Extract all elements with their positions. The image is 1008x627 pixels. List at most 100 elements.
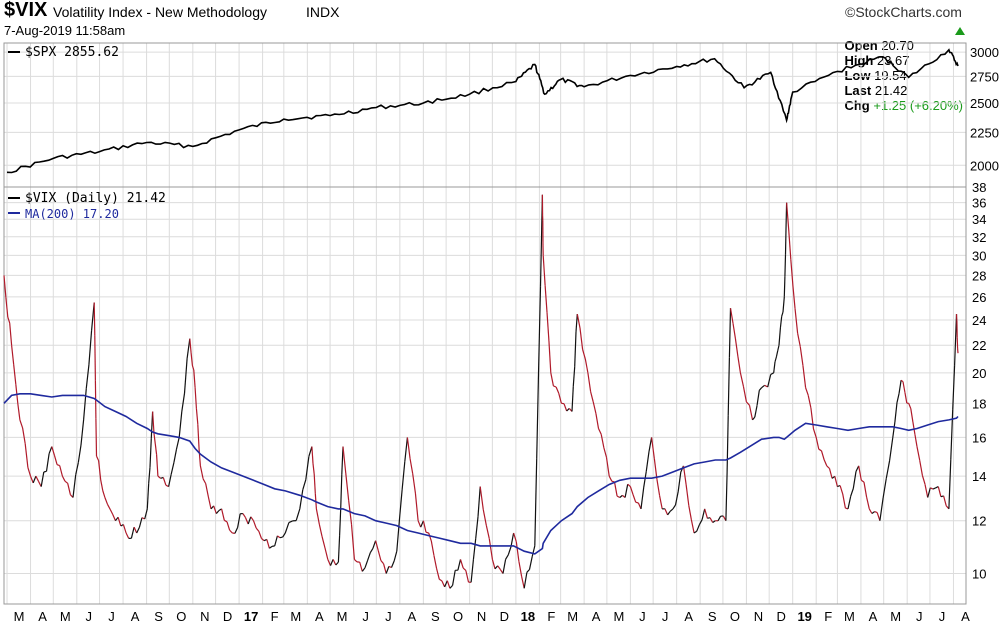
vix-segment bbox=[156, 454, 159, 477]
vix-segment bbox=[288, 520, 293, 524]
vix-segment bbox=[866, 496, 870, 510]
vix-segment bbox=[420, 520, 424, 528]
vix-segment bbox=[465, 570, 470, 583]
vix-segment bbox=[449, 584, 454, 589]
vix-segment bbox=[75, 462, 79, 475]
vix-segment bbox=[669, 508, 674, 512]
vix-segment bbox=[605, 457, 610, 477]
ma-legend: MA(200) 17.20 bbox=[25, 207, 119, 221]
vix-segment bbox=[548, 340, 552, 373]
vix-segment bbox=[53, 455, 58, 465]
vix-segment bbox=[728, 308, 732, 358]
vix-segment bbox=[377, 550, 382, 561]
vix-segment bbox=[375, 540, 379, 551]
vix-segment bbox=[571, 386, 574, 412]
vix-segment bbox=[860, 479, 865, 483]
vix-segment bbox=[574, 331, 577, 367]
vix-segment bbox=[497, 565, 501, 570]
vix-segment bbox=[640, 487, 645, 509]
bottom-y-tick-label: 12 bbox=[972, 514, 986, 529]
x-tick-label: S bbox=[154, 609, 163, 624]
vix-segment bbox=[250, 516, 254, 522]
vix-segment bbox=[794, 308, 799, 334]
vix-segment bbox=[17, 403, 21, 420]
x-tick-label: A bbox=[961, 609, 970, 624]
bottom-y-tick-label: 36 bbox=[972, 196, 986, 211]
vix-segment bbox=[482, 509, 487, 526]
vix-legend: $VIX (Daily) 21.42 bbox=[25, 191, 166, 206]
vix-segment bbox=[425, 531, 429, 534]
vix-segment bbox=[528, 556, 533, 570]
vix-segment bbox=[896, 393, 900, 403]
x-tick-label: A bbox=[684, 609, 693, 624]
vix-segment bbox=[282, 532, 286, 538]
vix-segment bbox=[566, 407, 570, 412]
vix-segment bbox=[269, 545, 273, 549]
vix-segment bbox=[643, 471, 647, 488]
low-label: Low bbox=[844, 68, 871, 83]
x-tick-label: J bbox=[639, 609, 646, 624]
vix-segment bbox=[563, 403, 568, 412]
vix-segment bbox=[335, 561, 339, 566]
vix-segment bbox=[470, 559, 474, 583]
bottom-panel-frame bbox=[3, 186, 967, 605]
vix-segment bbox=[823, 459, 828, 467]
vix-segment bbox=[531, 545, 536, 557]
vix-segment bbox=[712, 520, 716, 523]
bottom-y-tick-label: 16 bbox=[972, 430, 986, 445]
vix-segment bbox=[7, 316, 11, 324]
chg-label: Chg bbox=[844, 98, 870, 113]
vix-segment bbox=[152, 411, 155, 434]
vix-segment bbox=[510, 532, 515, 547]
vix-segment bbox=[505, 554, 509, 560]
x-axis: M A M J J A S O N D 17 F M A M J J A S O N D 18 F M A M J J A S O N D 19 F M… bbox=[14, 609, 971, 624]
vix-segment bbox=[919, 460, 923, 476]
vix-segment bbox=[815, 437, 820, 450]
bottom-y-tick-label: 18 bbox=[972, 396, 986, 411]
vix-price-line bbox=[3, 194, 959, 589]
vix-segment bbox=[102, 490, 106, 498]
vix-segment bbox=[597, 428, 602, 435]
x-tick-label: D bbox=[500, 609, 509, 624]
vix-segment bbox=[784, 254, 787, 277]
vix-segment bbox=[302, 479, 307, 490]
vix-segment bbox=[475, 516, 479, 539]
vix-segment bbox=[904, 392, 908, 404]
vix-segment bbox=[93, 302, 96, 336]
vix-segment bbox=[659, 495, 663, 510]
vix-segment bbox=[162, 477, 167, 486]
vix-segment bbox=[369, 548, 374, 554]
vix-segment bbox=[80, 419, 85, 446]
vix-segment bbox=[632, 494, 637, 503]
vix-segment bbox=[312, 463, 315, 475]
vix-segment bbox=[737, 356, 741, 373]
x-tick-label: M bbox=[60, 609, 71, 624]
x-tick-label: M bbox=[890, 609, 901, 624]
vix-segment bbox=[576, 313, 581, 329]
vix-segment bbox=[51, 446, 55, 456]
vix-segment bbox=[600, 434, 605, 449]
vix-segment bbox=[767, 374, 772, 388]
vix-segment bbox=[170, 462, 175, 475]
x-tick-label: N bbox=[754, 609, 763, 624]
x-tick-label: A bbox=[38, 609, 47, 624]
spx-legend: $SPX 2855.62 bbox=[25, 45, 119, 60]
vix-segment bbox=[207, 496, 212, 510]
vix-segment bbox=[756, 390, 760, 406]
x-tick-label: J bbox=[662, 609, 669, 624]
vix-segment bbox=[77, 444, 82, 463]
vix-segment bbox=[863, 481, 868, 498]
bottom-panel-grid bbox=[4, 186, 966, 574]
vix-segment bbox=[725, 472, 728, 521]
vix-segment bbox=[178, 411, 183, 438]
vix-segment bbox=[48, 446, 53, 454]
x-tick-label: F bbox=[547, 609, 555, 624]
vix-segment bbox=[518, 561, 523, 577]
vix-segment bbox=[149, 438, 152, 468]
vix-segment bbox=[295, 508, 301, 521]
vix-segment bbox=[353, 558, 358, 563]
vix-segment bbox=[56, 464, 60, 467]
vix-segment bbox=[704, 508, 708, 519]
vix-segment bbox=[22, 427, 26, 444]
vix-segment bbox=[820, 450, 825, 461]
